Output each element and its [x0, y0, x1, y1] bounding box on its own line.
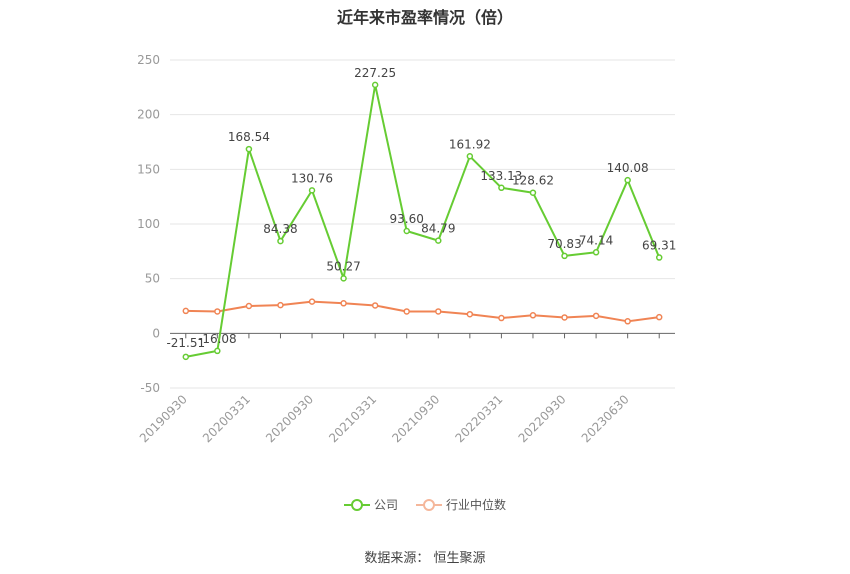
company-data-point [214, 347, 221, 355]
company-data-label: 74.14 [579, 233, 613, 247]
company-data-label: 168.54 [228, 130, 270, 144]
company-data-point [561, 252, 568, 260]
x-tick-label: 20220930 [516, 392, 569, 445]
company-data-point [308, 187, 316, 194]
industry-data-point [245, 302, 253, 310]
company-data-label: 128.62 [512, 174, 554, 188]
company-data-point [529, 189, 537, 196]
legend-item-industry[interactable]: 行业中位数 [416, 496, 506, 513]
industry-data-point [561, 314, 568, 321]
legend-label-industry: 行业中位数 [446, 498, 507, 512]
industry-data-point [466, 310, 474, 318]
industry-data-point [308, 298, 316, 305]
y-tick-label: 250 [137, 53, 160, 67]
company-data-point [182, 353, 190, 361]
industry-data-point [403, 308, 410, 315]
grid-lines [170, 59, 675, 389]
industry-data-point [340, 300, 347, 307]
industry-data-point [624, 318, 631, 325]
company-data-point [498, 184, 505, 192]
legend: 公司 行业中位数 [0, 496, 850, 513]
data-labels: -21.51-16.08 168.54 84.38 130.76 50.27 227.25… [166, 66, 676, 350]
company-data-label: 70.83 [547, 237, 581, 251]
company-data-label: 130.76 [291, 171, 333, 185]
company-data-point [403, 227, 410, 235]
company-data-label: 69.31 [642, 239, 676, 253]
company-data-point [435, 237, 442, 244]
company-data-label: -16.08 [198, 332, 237, 346]
company-data-label: 140.08 [607, 161, 649, 175]
legend-industry-marker-icon [416, 498, 442, 511]
y-tick-label: 200 [137, 108, 160, 122]
industry-data-point [371, 302, 379, 309]
legend-company-marker-icon [343, 498, 370, 511]
data-source-note: 数据来源： 恒生聚源 [364, 551, 486, 566]
industry-series-line [185, 300, 660, 323]
company-series-line [185, 83, 661, 358]
y-tick-label: -50 [140, 381, 160, 395]
company-data-point [371, 81, 379, 89]
y-axis: -50 0 50 100 150 200 250 [137, 53, 160, 395]
legend-item-company[interactable]: 公司 [343, 496, 398, 513]
company-data-label: 161.92 [449, 137, 491, 151]
legend-label-company: 公司 [373, 498, 398, 512]
y-tick-label: 0 [152, 326, 160, 340]
company-data-point [340, 275, 347, 282]
company-data-label: -21.51 [166, 336, 205, 350]
x-tick-label: 20200331 [200, 392, 253, 445]
industry-data-point [435, 308, 442, 315]
company-data-point [624, 176, 631, 184]
industry-data-point [214, 308, 221, 315]
x-tick-label: 20200930 [263, 392, 316, 445]
company-data-point [655, 254, 663, 261]
chart-title: 近年来市盈率情况（倍） [336, 8, 513, 27]
industry-data-point [529, 312, 537, 319]
industry-data-point [592, 312, 600, 320]
series-layer [182, 81, 663, 361]
company-data-label: 93.60 [390, 212, 424, 226]
company-data-label: 84.38 [263, 222, 297, 236]
company-data-label: 133.13 [480, 169, 522, 183]
company-data-label: 227.25 [354, 66, 396, 80]
y-tick-label: 50 [145, 272, 160, 286]
industry-data-point [655, 313, 663, 321]
industry-data-point [182, 307, 190, 315]
x-tick-label: 20210331 [326, 392, 379, 445]
y-tick-label: 100 [137, 217, 160, 231]
x-tick-label: 20230630 [579, 392, 632, 445]
company-data-point [592, 249, 600, 256]
x-tick-label: 20220331 [452, 392, 505, 445]
industry-data-point [277, 301, 284, 309]
y-tick-label: 150 [137, 162, 160, 176]
industry-data-point [498, 314, 505, 322]
company-data-point [277, 237, 284, 245]
x-tick-label: 20190930 [137, 392, 190, 445]
company-data-label: 50.27 [326, 259, 360, 273]
company-data-point [466, 153, 474, 160]
company-data-label: 84.79 [421, 222, 455, 236]
company-data-point [245, 145, 253, 153]
x-tick-label: 20210930 [389, 392, 442, 445]
